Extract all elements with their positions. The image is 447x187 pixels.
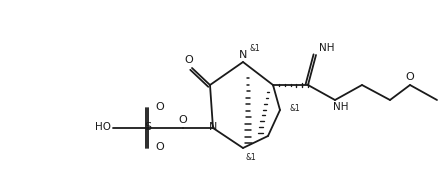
Text: S: S [144,122,152,132]
Text: O: O [155,142,164,152]
Text: &1: &1 [245,154,256,163]
Text: N: N [239,50,247,60]
Text: &1: &1 [249,44,260,53]
Text: &1: &1 [290,103,301,113]
Text: HO: HO [95,122,111,132]
Text: O: O [155,102,164,112]
Text: O: O [179,115,187,125]
Text: O: O [185,55,194,65]
Text: N: N [209,122,217,132]
Text: NH: NH [333,102,349,112]
Text: O: O [405,72,414,82]
Text: NH: NH [319,43,334,53]
